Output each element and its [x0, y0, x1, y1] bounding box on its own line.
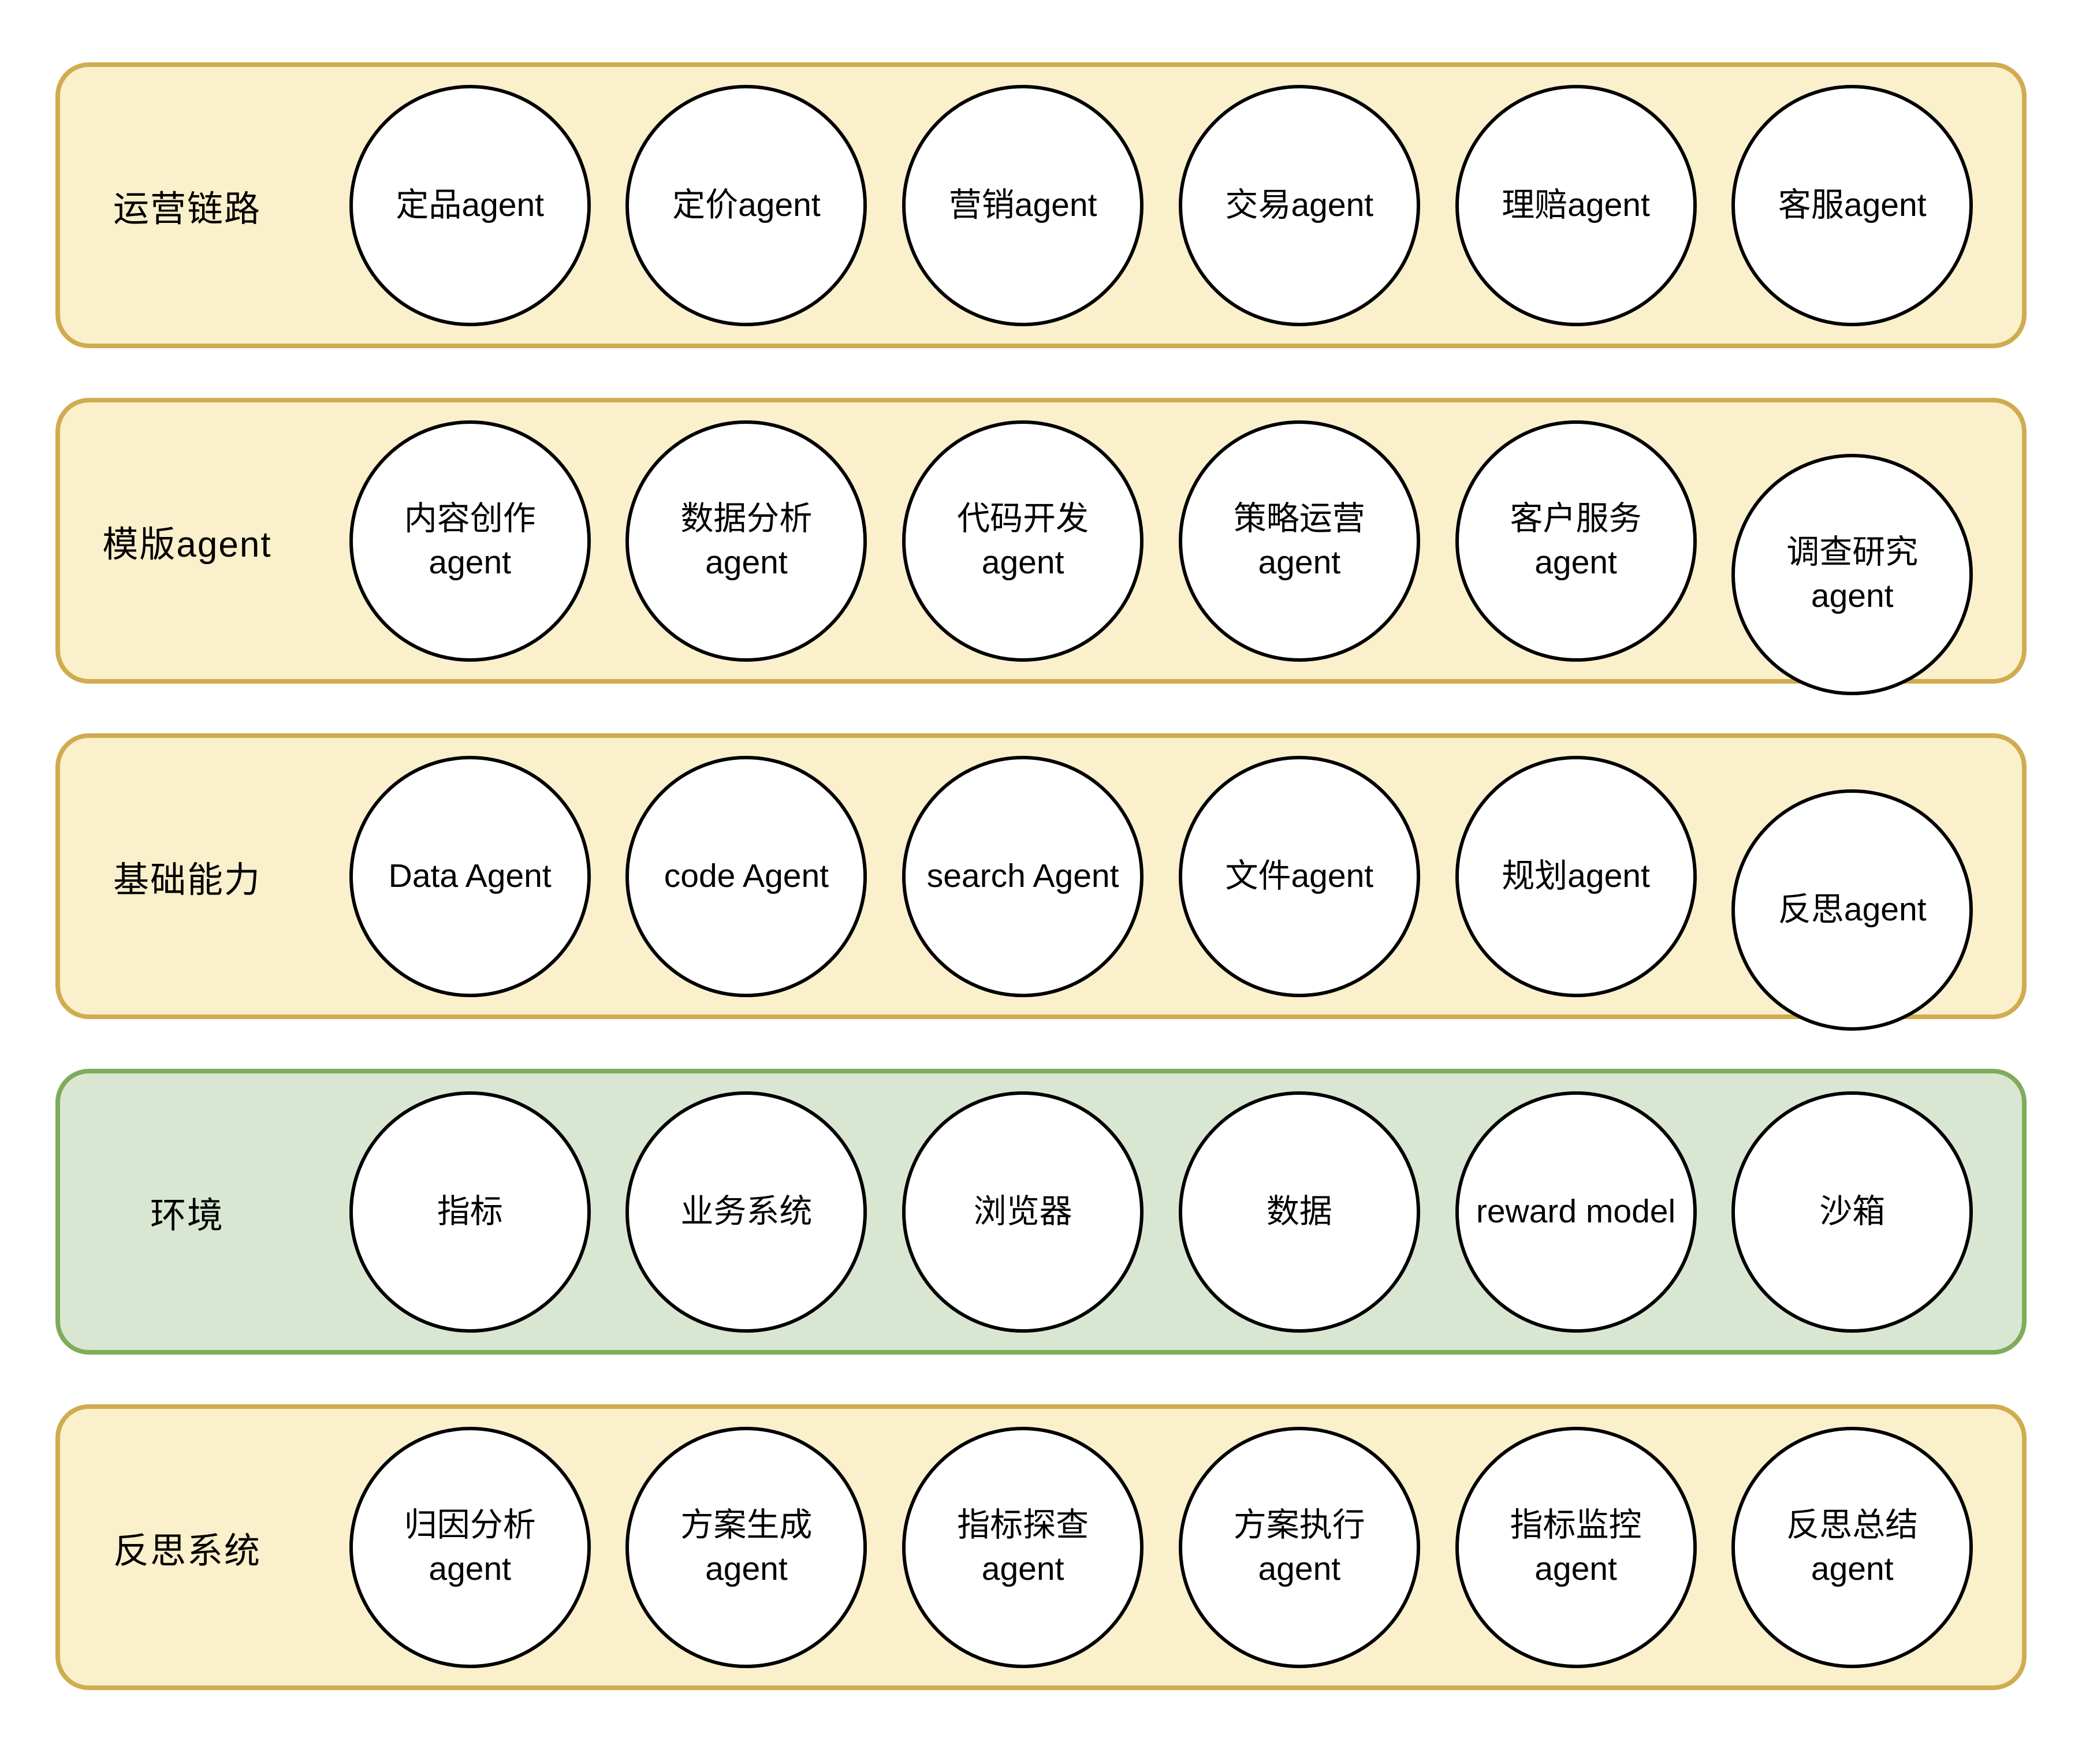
node-label: 指标探查 agent	[957, 1506, 1089, 1587]
node-circle-operations-chain-5: 客服agent	[1731, 84, 1973, 326]
node-label: 反思agent	[1778, 890, 1927, 928]
node-label: 指标监控 agent	[1510, 1506, 1642, 1587]
node-label: 理赔agent	[1502, 186, 1650, 223]
node-circle-template-agents-3: 策略运营 agent	[1178, 420, 1420, 662]
node-circle-operations-chain-0: 定品agent	[349, 84, 591, 326]
node-label: 定价agent	[672, 186, 821, 223]
band-circle-row: 指标 业务系统 浏览器 数据 reward model 沙箱	[314, 1091, 2022, 1333]
band-label: 环境	[150, 1195, 224, 1236]
node-circle-base-capabilities-4: 规划agent	[1455, 755, 1697, 997]
band-label: 基础能力	[113, 860, 261, 900]
node-label: 规划agent	[1502, 857, 1650, 894]
node-circle-environment-5: 沙箱	[1731, 1091, 1973, 1333]
node-label: 定品agent	[396, 186, 545, 223]
node-circle-reflection-system-3: 方案执行 agent	[1178, 1426, 1420, 1668]
node-circle-template-agents-4: 客户服务 agent	[1455, 420, 1697, 662]
band-label: 反思系统	[113, 1531, 261, 1571]
node-label: 反思总结 agent	[1786, 1506, 1919, 1587]
node-circle-environment-2: 浏览器	[902, 1091, 1144, 1333]
node-circle-template-agents-2: 代码开发 agent	[902, 420, 1144, 662]
node-circle-reflection-system-4: 指标监控 agent	[1455, 1426, 1697, 1668]
node-label: 方案生成 agent	[680, 1506, 813, 1587]
node-label: 客户服务 agent	[1510, 500, 1642, 581]
band-circle-row: Data Agent code Agent search Agent 文件age…	[314, 755, 2022, 1031]
node-circle-base-capabilities-0: Data Agent	[349, 755, 591, 997]
band-circle-row: 内容创作 agent 数据分析 agent 代码开发 agent 策略运营 ag…	[314, 420, 2022, 695]
band-circle-row: 定品agent 定价agent 营销agent 交易agent 理赔agent …	[314, 84, 2022, 326]
node-label: 数据分析 agent	[680, 500, 813, 581]
node-label: 浏览器	[973, 1192, 1072, 1230]
node-label: code Agent	[664, 857, 829, 894]
node-circle-reflection-system-1: 方案生成 agent	[625, 1426, 867, 1668]
node-label: 沙箱	[1819, 1192, 1886, 1230]
node-circle-template-agents-0: 内容创作 agent	[349, 420, 591, 662]
node-label: search Agent	[926, 857, 1119, 894]
node-label: reward model	[1476, 1192, 1676, 1230]
node-label: 业务系统	[680, 1192, 813, 1230]
band-base-capabilities: 基础能力 Data Agent code Agent search Agent …	[55, 733, 2027, 1031]
node-circle-operations-chain-3: 交易agent	[1178, 84, 1420, 326]
band-environment: 环境 指标 业务系统 浏览器 数据 reward model 沙箱	[55, 1069, 2027, 1355]
node-label: 指标	[437, 1192, 503, 1230]
band-reflection-system: 反思系统 归因分析 agent 方案生成 agent 指标探查 agent 方案…	[55, 1404, 2027, 1690]
node-circle-template-agents-5: 调查研究 agent	[1731, 453, 1973, 695]
band-operations-chain: 运营链路 定品agent 定价agent 营销agent 交易agent 理赔a…	[55, 62, 2027, 348]
node-label: 营销agent	[948, 186, 1097, 223]
node-label: Data Agent	[388, 857, 552, 894]
node-circle-reflection-system-0: 归因分析 agent	[349, 1426, 591, 1668]
node-label: 策略运营 agent	[1233, 500, 1365, 581]
band-label: 运营链路	[113, 189, 261, 229]
node-circle-base-capabilities-5: 反思agent	[1731, 789, 1973, 1031]
node-label: 代码开发 agent	[957, 500, 1089, 581]
node-label: 文件agent	[1225, 857, 1374, 894]
node-circle-template-agents-1: 数据分析 agent	[625, 420, 867, 662]
node-circle-operations-chain-4: 理赔agent	[1455, 84, 1697, 326]
node-circle-reflection-system-5: 反思总结 agent	[1731, 1426, 1973, 1668]
node-circle-reflection-system-2: 指标探查 agent	[902, 1426, 1144, 1668]
node-label: 数据	[1266, 1192, 1332, 1230]
node-label: 内容创作 agent	[404, 500, 536, 581]
node-label: 交易agent	[1225, 186, 1374, 223]
band-template-agents: 模版agent 内容创作 agent 数据分析 agent 代码开发 agent…	[55, 398, 2027, 695]
node-circle-environment-3: 数据	[1178, 1091, 1420, 1333]
node-circle-operations-chain-2: 营销agent	[902, 84, 1144, 326]
node-label: 方案执行 agent	[1233, 1506, 1365, 1587]
node-circle-operations-chain-1: 定价agent	[625, 84, 867, 326]
node-circle-base-capabilities-3: 文件agent	[1178, 755, 1420, 997]
band-label: 模版agent	[102, 524, 272, 565]
node-circle-base-capabilities-2: search Agent	[902, 755, 1144, 997]
band-circle-row: 归因分析 agent 方案生成 agent 指标探查 agent 方案执行 ag…	[314, 1426, 2022, 1668]
node-circle-base-capabilities-1: code Agent	[625, 755, 867, 997]
node-label: 调查研究 agent	[1786, 534, 1919, 614]
node-label: 客服agent	[1778, 186, 1927, 223]
node-label: 归因分析 agent	[404, 1506, 536, 1587]
node-circle-environment-1: 业务系统	[625, 1091, 867, 1333]
node-circle-environment-0: 指标	[349, 1091, 591, 1333]
node-circle-environment-4: reward model	[1455, 1091, 1697, 1333]
